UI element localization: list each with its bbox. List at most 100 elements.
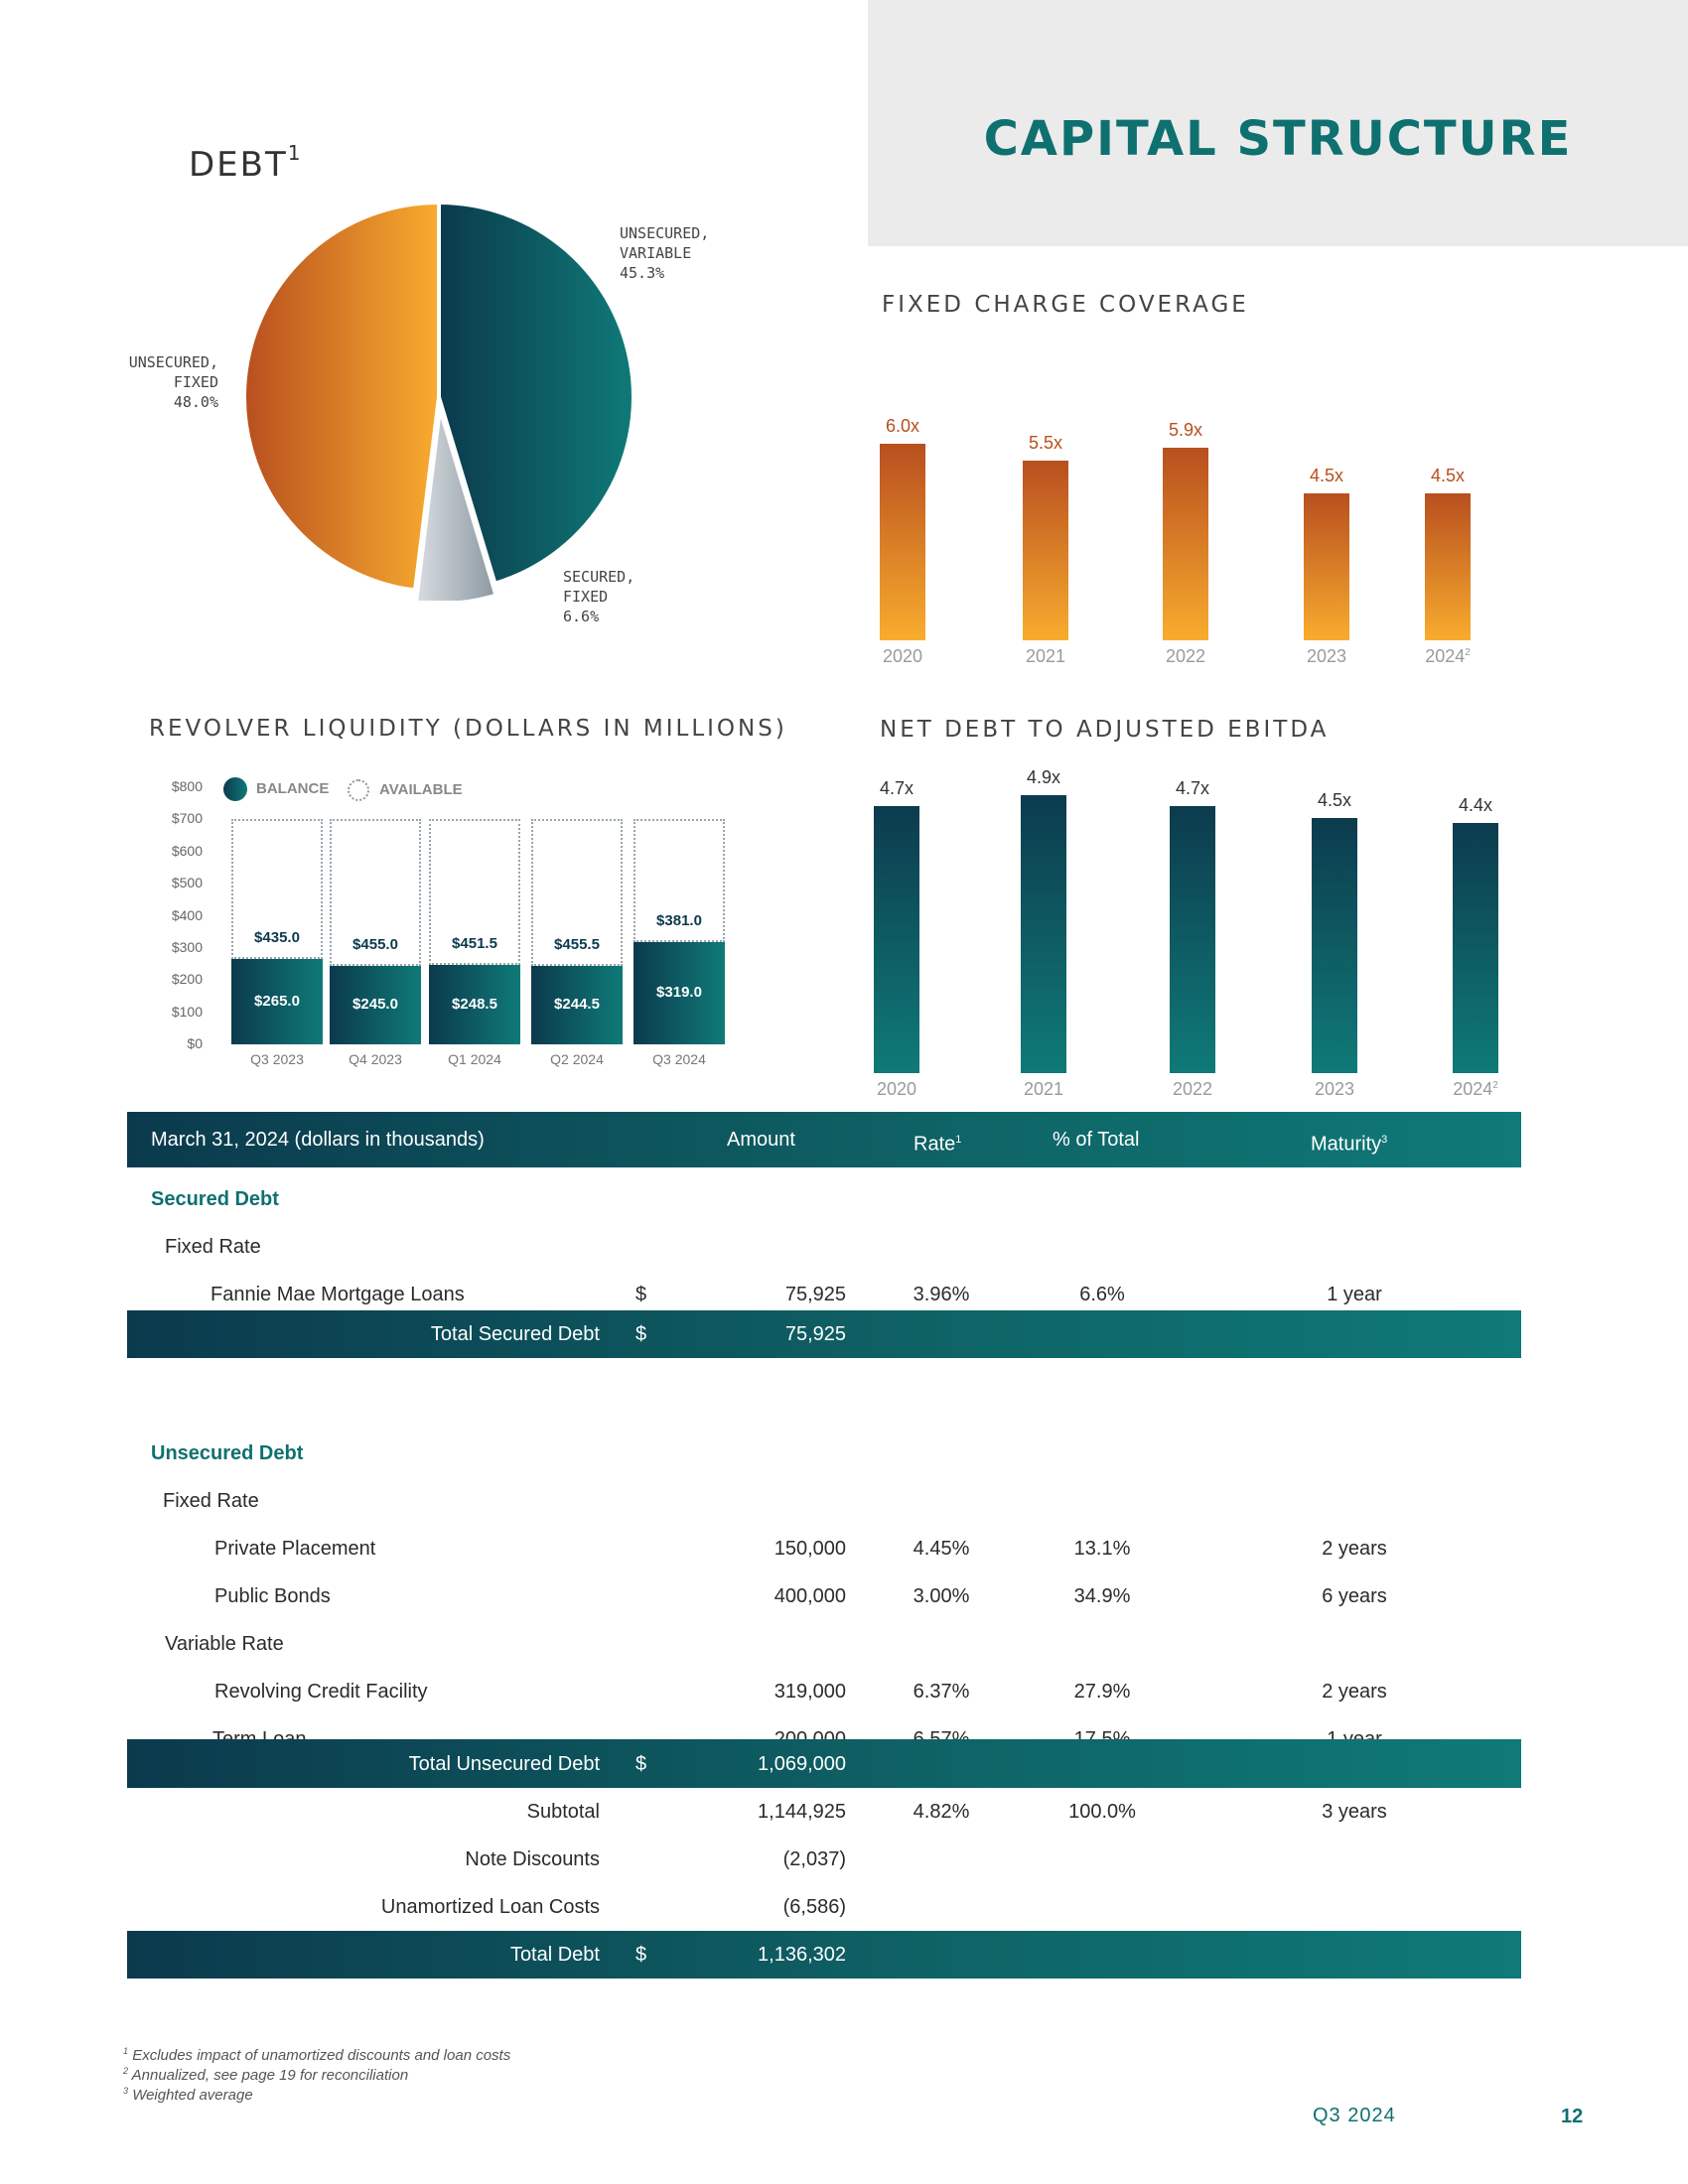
fannie-amount: 75,925 — [784, 1284, 846, 1305]
rate-sup: 1 — [955, 1134, 962, 1146]
fcc-bar — [1163, 447, 1208, 640]
total-secured-currency: $ — [635, 1323, 647, 1345]
fcc-value-label: 4.5x — [1430, 465, 1466, 485]
fcc-value-label: 5.5x — [1028, 432, 1063, 453]
debt-title-sup: 1 — [287, 141, 303, 165]
footnote-text: Excludes impact of unamortized discounts… — [132, 2047, 511, 2064]
pie-label-pct: 6.6% — [563, 608, 600, 625]
total-unsecured-currency: $ — [635, 1753, 647, 1775]
fcc-bar — [880, 444, 925, 640]
secured-fixed-rate-label: Fixed Rate — [165, 1236, 261, 1258]
subtotal-row: Subtotal 1,144,925 4.82% 100.0% 3 years — [127, 1788, 1521, 1836]
pie-label-line: VARIABLE — [620, 244, 692, 262]
fannie-maturity: 1 year — [1327, 1284, 1382, 1305]
fcc-x-label: 20242 — [1425, 646, 1471, 666]
nd-bar — [1453, 823, 1498, 1073]
revolver-available-bar — [531, 819, 623, 966]
footnote-text: Weighted average — [132, 2087, 253, 2104]
footnote-3: 3 Weighted average — [123, 2081, 253, 2106]
nd-value-label: 4.5x — [1317, 789, 1352, 810]
public-name: Public Bonds — [214, 1585, 331, 1607]
total-unsecured-label: Total Unsecured Debt — [408, 1753, 600, 1775]
total-debt-amount: 1,136,302 — [758, 1944, 846, 1966]
nd-x-label: 2023 — [1314, 1079, 1355, 1099]
fcc-x-label: 2023 — [1306, 646, 1347, 666]
revolver-available-bar — [429, 819, 520, 965]
fannie-pct: 6.6% — [1079, 1284, 1125, 1305]
revolver-balance-bar — [633, 941, 725, 1044]
fannie-name: Fannie Mae Mortgage Loans — [211, 1284, 465, 1305]
fannie-currency: $ — [635, 1284, 647, 1305]
revolver-balance-bar — [231, 959, 323, 1044]
legend-balance-label: BALANCE — [256, 780, 330, 797]
revolving-maturity: 2 years — [1322, 1681, 1387, 1703]
revolver-x-label: Q4 2023 — [349, 1051, 402, 1067]
revolver-y-tick: $200 — [171, 971, 203, 988]
revolver-y-tick: $600 — [171, 842, 203, 859]
revolver-balance-label: $265.0 — [254, 993, 300, 1011]
pie-label-secured-fixed: SECURED, FIXED 6.6% — [563, 567, 634, 626]
table-row: Unsecured Debt — [127, 1430, 1521, 1477]
public-amount: 400,000 — [774, 1585, 846, 1607]
total-secured-amount: 75,925 — [784, 1323, 846, 1345]
revolver-available-bar — [231, 819, 323, 960]
table-row: Revolving Credit Facility 319,000 6.37% … — [127, 1668, 1521, 1715]
fcc-bar — [1023, 460, 1068, 640]
fixed-charge-title: FIXED CHARGE COVERAGE — [882, 292, 1249, 318]
revolver-balance-bar — [531, 965, 623, 1044]
nd-x-label: 2020 — [876, 1079, 917, 1099]
public-maturity: 6 years — [1322, 1585, 1387, 1607]
total-debt-currency: $ — [635, 1944, 647, 1966]
nd-bar — [1312, 817, 1357, 1073]
total-debt-label: Total Debt — [509, 1944, 600, 1966]
table-row: Public Bonds 400,000 3.00% 34.9% 6 years — [127, 1572, 1521, 1620]
subtotal-label: Subtotal — [526, 1801, 600, 1823]
revolver-y-tick: $100 — [171, 1003, 203, 1020]
table-row: Fannie Mae Mortgage Loans $ 75,925 3.96%… — [127, 1271, 1521, 1318]
pie-label-pct: 45.3% — [620, 264, 665, 282]
revolver-balance-bar — [330, 965, 421, 1044]
net-debt-title: NET DEBT TO ADJUSTED EBITDA — [880, 717, 1330, 743]
revolver-y-tick: $400 — [171, 906, 203, 923]
nd-x-label: 2021 — [1023, 1079, 1064, 1099]
unamortized-row: Unamortized Loan Costs (6,586) — [127, 1883, 1521, 1931]
total-secured-row: Total Secured Debt $ 75,925 — [127, 1310, 1521, 1358]
footnote-1: 1 Excludes impact of unamortized discoun… — [123, 2041, 510, 2066]
revolving-amount: 319,000 — [774, 1681, 846, 1703]
pie-label-line: UNSECURED, — [128, 353, 218, 371]
nd-bar — [874, 806, 919, 1073]
header-panel — [868, 0, 1688, 246]
pie-label-line: FIXED — [563, 588, 609, 606]
nd-value-label: 4.9x — [1026, 766, 1061, 787]
revolver-available-bar — [330, 819, 421, 966]
revolver-y-tick: $300 — [171, 938, 203, 955]
unamortized-label: Unamortized Loan Costs — [380, 1896, 600, 1918]
nd-x-label: 20242 — [1453, 1079, 1498, 1099]
secured-debt-heading: Secured Debt — [151, 1188, 279, 1210]
debt-title-text: DEBT — [189, 145, 288, 185]
revolver-x-label: Q1 2024 — [448, 1051, 501, 1067]
revolver-available-label: $435.0 — [254, 929, 300, 947]
legend-balance-swatch — [223, 777, 247, 801]
table-header-pct: % of Total — [1053, 1129, 1140, 1151]
revolver-available-bar — [633, 819, 725, 942]
nd-value-label: 4.7x — [1175, 778, 1210, 799]
revolver-x-label: Q3 2023 — [250, 1051, 304, 1067]
private-pct: 13.1% — [1073, 1538, 1131, 1560]
revolver-available-label: $455.0 — [352, 935, 398, 953]
revolver-balance-bar — [429, 964, 520, 1044]
revolver-x-label: Q3 2024 — [652, 1051, 706, 1067]
revolving-pct: 27.9% — [1073, 1681, 1131, 1703]
discounts-row: Note Discounts (2,037) — [127, 1836, 1521, 1883]
discounts-label: Note Discounts — [465, 1848, 600, 1870]
footer-period: Q3 2024 — [1313, 2105, 1396, 2126]
maturity-sup: 3 — [1381, 1134, 1388, 1146]
nd-value-label: 4.4x — [1458, 795, 1493, 816]
table-header-title: March 31, 2024 (dollars in thousands) — [151, 1129, 485, 1151]
legend-available-swatch — [348, 779, 369, 801]
table-header-row: March 31, 2024 (dollars in thousands) Am… — [127, 1112, 1521, 1167]
page-number: 12 — [1561, 2106, 1584, 2127]
pie-label-line: FIXED — [173, 373, 218, 391]
table-row: Private Placement 150,000 4.45% 13.1% 2 … — [127, 1525, 1521, 1572]
pie-slice-secured-fixed — [414, 408, 499, 601]
